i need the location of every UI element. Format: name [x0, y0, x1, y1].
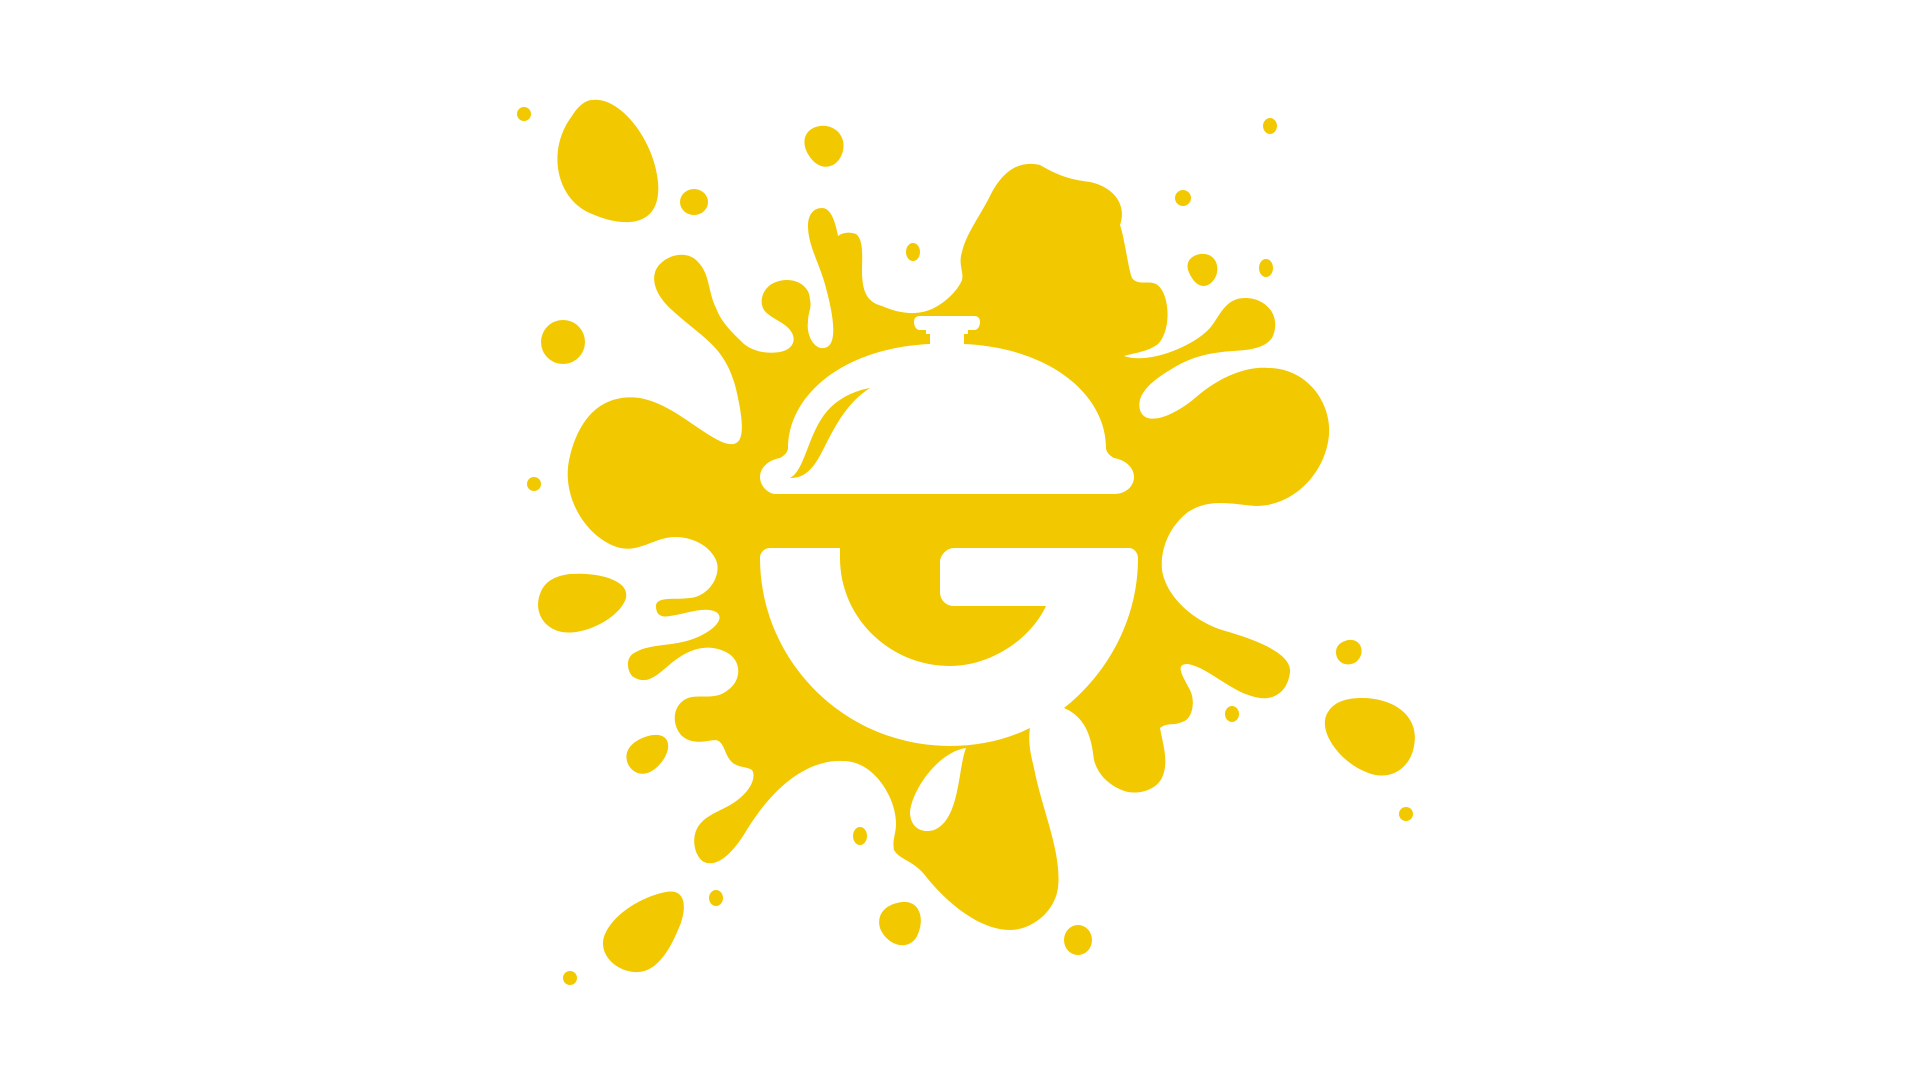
- droplet: [906, 243, 920, 261]
- droplet: [1259, 259, 1273, 277]
- droplet: [602, 891, 684, 973]
- splash-droplets: [517, 99, 1415, 985]
- droplet: [557, 99, 659, 223]
- droplet: [1187, 253, 1218, 286]
- droplet: [527, 477, 541, 491]
- droplet: [1225, 706, 1239, 722]
- droplet: [879, 901, 921, 946]
- droplet: [1336, 639, 1362, 665]
- drip-cutout: [910, 748, 966, 832]
- droplet: [1263, 118, 1277, 134]
- droplet: [680, 189, 708, 215]
- droplet: [1064, 925, 1092, 955]
- droplet: [853, 827, 867, 845]
- droplet: [563, 971, 577, 985]
- cloche-shine: [790, 388, 870, 478]
- droplet: [626, 734, 669, 774]
- droplet: [541, 320, 585, 364]
- droplet: [1175, 190, 1191, 206]
- splash-body: [567, 163, 1330, 930]
- droplet: [709, 890, 723, 906]
- cloche-icon: [760, 316, 1134, 494]
- droplet: [538, 573, 627, 633]
- droplet: [1324, 698, 1415, 776]
- droplet: [1399, 807, 1413, 821]
- droplet: [517, 107, 531, 121]
- droplet: [804, 125, 844, 167]
